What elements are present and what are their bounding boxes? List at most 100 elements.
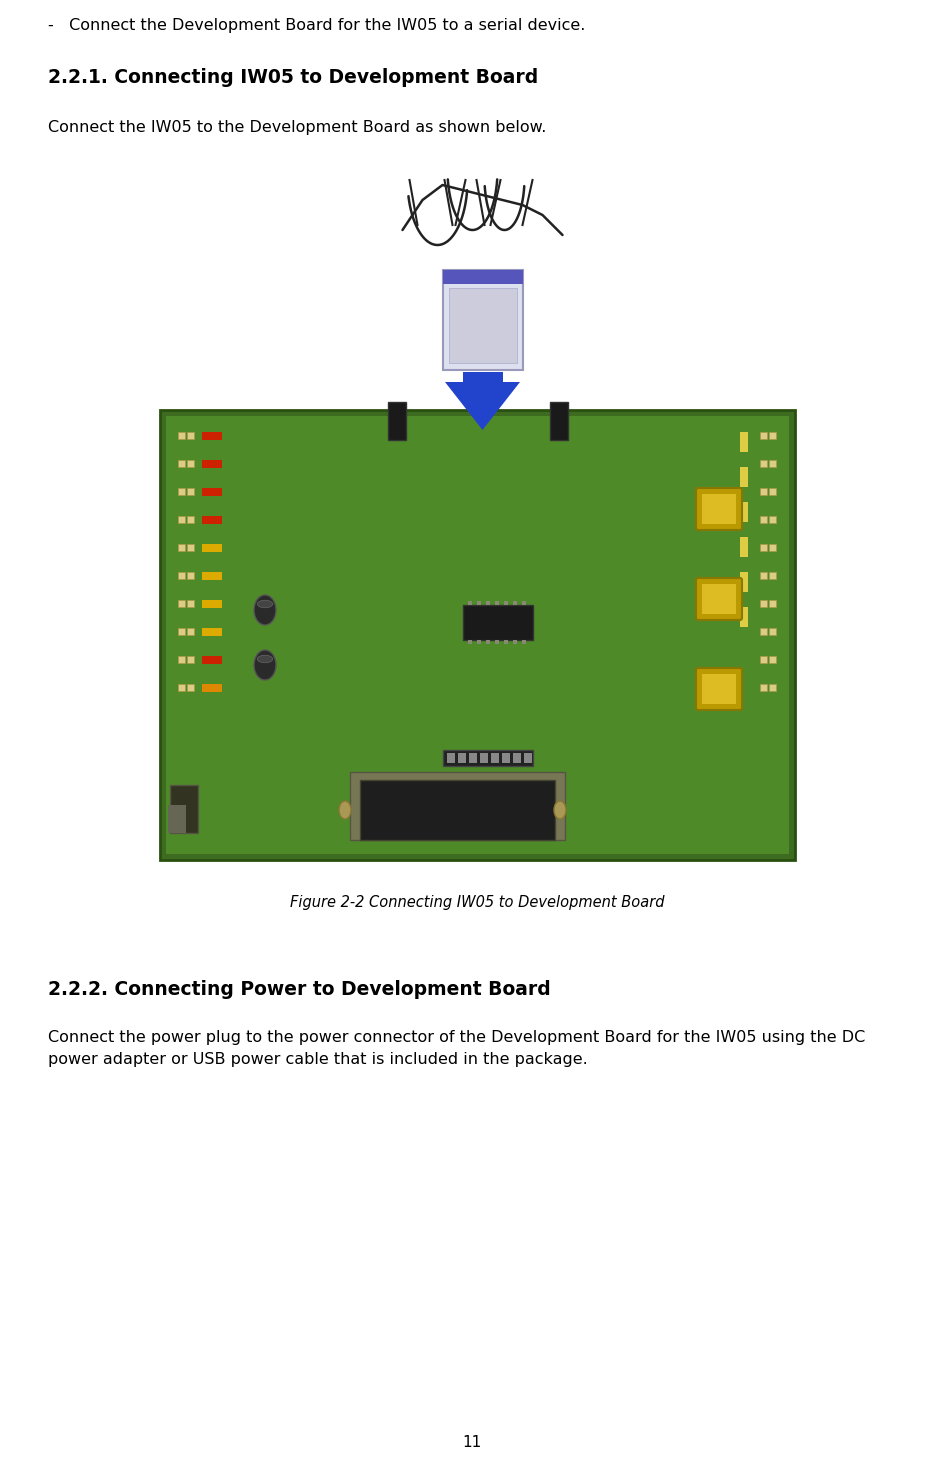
Bar — [202, 571, 222, 580]
Text: Connect the power plug to the power connector of the Development Board for the I: Connect the power plug to the power conn… — [48, 1030, 866, 1045]
Bar — [187, 656, 194, 664]
Bar — [446, 753, 455, 763]
Bar — [388, 401, 405, 440]
Bar — [442, 270, 522, 284]
Bar — [178, 601, 185, 607]
Bar — [202, 516, 222, 524]
Bar — [769, 488, 776, 495]
Bar — [442, 750, 533, 766]
Bar — [494, 640, 499, 645]
Bar — [457, 753, 466, 763]
Bar — [760, 656, 767, 664]
Bar — [760, 571, 767, 579]
Bar — [769, 544, 776, 551]
Bar — [360, 779, 555, 839]
Text: 11: 11 — [462, 1436, 481, 1450]
Bar — [178, 656, 185, 664]
Bar — [740, 538, 748, 557]
Bar — [462, 605, 533, 640]
Bar — [178, 684, 185, 691]
Ellipse shape — [257, 601, 273, 608]
Bar — [702, 494, 736, 524]
Bar — [512, 601, 517, 605]
Bar — [702, 674, 736, 705]
Bar — [521, 640, 525, 645]
FancyBboxPatch shape — [696, 488, 742, 530]
Bar — [769, 656, 776, 664]
Bar — [550, 401, 568, 440]
Bar — [187, 460, 194, 467]
Bar — [769, 571, 776, 579]
Bar — [702, 585, 736, 614]
Bar — [740, 571, 748, 592]
Bar — [479, 753, 488, 763]
Bar — [740, 502, 748, 522]
Bar — [760, 488, 767, 495]
Bar — [490, 753, 499, 763]
Bar — [760, 684, 767, 691]
Bar — [160, 410, 795, 860]
Polygon shape — [445, 382, 520, 431]
Bar — [469, 753, 476, 763]
Bar — [521, 601, 525, 605]
Bar — [202, 601, 222, 608]
Bar — [769, 460, 776, 467]
Bar — [178, 571, 185, 579]
Bar — [202, 432, 222, 439]
Bar — [769, 516, 776, 523]
Bar — [740, 432, 748, 453]
Bar — [178, 460, 185, 467]
Bar — [178, 544, 185, 551]
Bar — [486, 640, 489, 645]
Bar — [178, 488, 185, 495]
Bar — [486, 601, 489, 605]
Bar — [187, 628, 194, 634]
Bar — [760, 460, 767, 467]
Text: 2.2.2. Connecting Power to Development Board: 2.2.2. Connecting Power to Development B… — [48, 980, 551, 999]
Bar — [168, 804, 186, 834]
Bar — [468, 640, 472, 645]
Ellipse shape — [339, 801, 351, 819]
Bar — [187, 684, 194, 691]
Text: Figure 2-2 Connecting IW05 to Development Board: Figure 2-2 Connecting IW05 to Developmen… — [290, 895, 665, 910]
Bar — [187, 571, 194, 579]
Bar — [166, 416, 789, 854]
Bar — [523, 753, 532, 763]
Bar — [187, 544, 194, 551]
Bar — [476, 601, 481, 605]
Bar — [202, 684, 222, 691]
Bar — [769, 432, 776, 439]
Bar — [187, 516, 194, 523]
Bar — [202, 628, 222, 636]
Bar — [760, 628, 767, 634]
Bar — [449, 289, 517, 363]
Ellipse shape — [254, 595, 276, 626]
Bar — [462, 372, 503, 382]
Bar — [468, 601, 472, 605]
Bar — [740, 467, 748, 486]
Bar — [178, 432, 185, 439]
Bar — [504, 640, 507, 645]
Bar — [187, 601, 194, 607]
Bar — [442, 270, 522, 371]
Bar — [350, 772, 565, 839]
Ellipse shape — [254, 650, 276, 680]
Text: power adapter or USB power cable that is included in the package.: power adapter or USB power cable that is… — [48, 1052, 587, 1067]
Bar — [512, 753, 521, 763]
Bar — [494, 601, 499, 605]
Bar — [502, 753, 509, 763]
Bar — [202, 460, 222, 467]
Bar — [740, 607, 748, 627]
Text: Connect the IW05 to the Development Board as shown below.: Connect the IW05 to the Development Boar… — [48, 120, 546, 135]
FancyBboxPatch shape — [696, 668, 742, 711]
Ellipse shape — [257, 655, 273, 662]
Bar — [187, 488, 194, 495]
Bar — [504, 601, 507, 605]
Bar — [202, 656, 222, 664]
Bar — [760, 601, 767, 607]
Bar — [760, 544, 767, 551]
Bar — [202, 544, 222, 552]
Bar — [187, 432, 194, 439]
Bar — [178, 516, 185, 523]
Bar — [769, 628, 776, 634]
